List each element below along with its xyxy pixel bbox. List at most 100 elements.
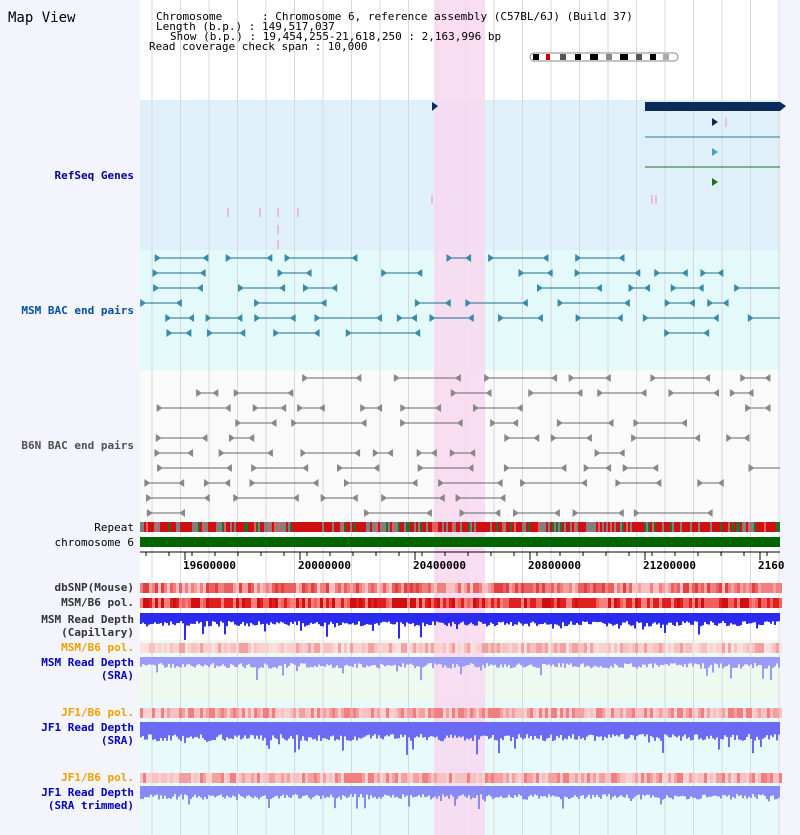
read-depth-bar [616,613,618,624]
read-depth-bar [182,786,184,800]
polymorphism-cell [173,583,176,593]
repeat-segment [526,522,528,532]
read-depth-bar [604,786,606,795]
read-depth-bar [406,786,408,796]
read-depth-bar [272,657,274,668]
polymorphism-cell [629,773,632,783]
read-depth-bar [398,786,400,799]
read-depth-bar [710,657,712,665]
polymorphism-cell [779,773,782,783]
read-depth-bar [420,657,422,681]
read-depth-bar [592,786,594,795]
read-depth-bar [416,722,418,737]
repeat-segment [162,522,164,532]
read-depth-bar [344,613,346,624]
polymorphism-cell [179,708,182,718]
polymorphism-cell [170,643,173,653]
read-depth-bar [344,722,346,737]
read-depth-bar [142,786,144,800]
read-depth-bar [174,786,176,795]
polymorphism-cell [554,773,557,783]
read-depth-bar [462,722,464,737]
read-depth-bar [224,657,226,667]
bac-end-marker [393,374,400,382]
repeat-segment [346,522,348,532]
polymorphism-cell [479,708,482,718]
repeat-segment [408,522,410,532]
read-depth-bar [180,657,182,668]
bac-end-marker [140,299,147,307]
read-depth-bar [352,722,354,740]
read-depth-bar [276,613,278,623]
repeat-segment [248,522,250,532]
repeat-segment [762,522,764,532]
polymorphism-cell [614,708,617,718]
polymorphism-cell [437,598,440,608]
read-depth-bar [482,786,484,800]
track-label-refseq[interactable]: RefSeq Genes [54,169,134,182]
polymorphism-cell [389,643,392,653]
repeat-segment [340,522,342,532]
polymorphism-cell [305,773,308,783]
read-depth-bar [410,613,412,625]
read-depth-bar [296,657,298,672]
read-depth-bar [712,786,714,797]
polymorphism-cell [449,598,452,608]
read-depth-bar [698,613,700,635]
polymorphism-cell [623,583,626,593]
read-depth-bar [280,657,282,666]
polymorphism-cell [245,773,248,783]
track-label-b6n-bac[interactable]: B6N BAC end pairs [21,439,134,452]
read-depth-bar [770,786,772,796]
polymorphism-cell [494,708,497,718]
polymorphism-cell [362,708,365,718]
read-depth-bar [152,657,154,665]
read-depth-bar [142,657,144,665]
read-depth-bar [358,722,360,738]
read-depth-bar [694,722,696,735]
read-depth-bar [516,722,518,739]
read-depth-bar [546,786,548,798]
polymorphism-cell [293,643,296,653]
read-depth-bar [532,722,534,740]
read-depth-bar [576,657,578,667]
polymorphism-cell [533,583,536,593]
polymorphism-cell [500,643,503,653]
repeat-segment [406,522,408,532]
polymorphism-cell [704,708,707,718]
read-depth-bar [682,613,684,622]
read-depth-bar [558,613,560,626]
read-depth-bar [520,722,522,738]
polymorphism-cell [236,708,239,718]
polymorphism-cell [587,598,590,608]
polymorphism-cell [587,773,590,783]
read-depth-bar [460,613,462,623]
polymorphism-cell [728,598,731,608]
read-depth-bar [744,786,746,796]
read-depth-bar [216,786,218,797]
track-label-msm-bac[interactable]: MSM BAC end pairs [21,304,134,317]
read-depth-bar [478,722,480,740]
read-depth-bar [432,786,434,798]
read-depth-bar [772,722,774,737]
polymorphism-cell [581,773,584,783]
polymorphism-cell [701,643,704,653]
read-depth-bar [510,722,512,742]
polymorphism-cell [665,773,668,783]
polymorphism-cell [767,643,770,653]
repeat-segment [614,522,616,532]
repeat-segment [264,522,266,532]
read-depth-bar [190,613,192,624]
polymorphism-cell [686,708,689,718]
polymorphism-cell [758,773,761,783]
read-depth-bar [562,657,564,664]
read-depth-bar [324,657,326,667]
read-depth-bar [524,786,526,800]
repeat-segment [582,522,584,532]
read-depth-bar [170,613,172,622]
bac-end-marker [345,329,352,337]
polymorphism-cell [455,583,458,593]
repeat-segment [454,522,456,532]
polymorphism-cell [650,598,653,608]
read-depth-bar [316,786,318,796]
